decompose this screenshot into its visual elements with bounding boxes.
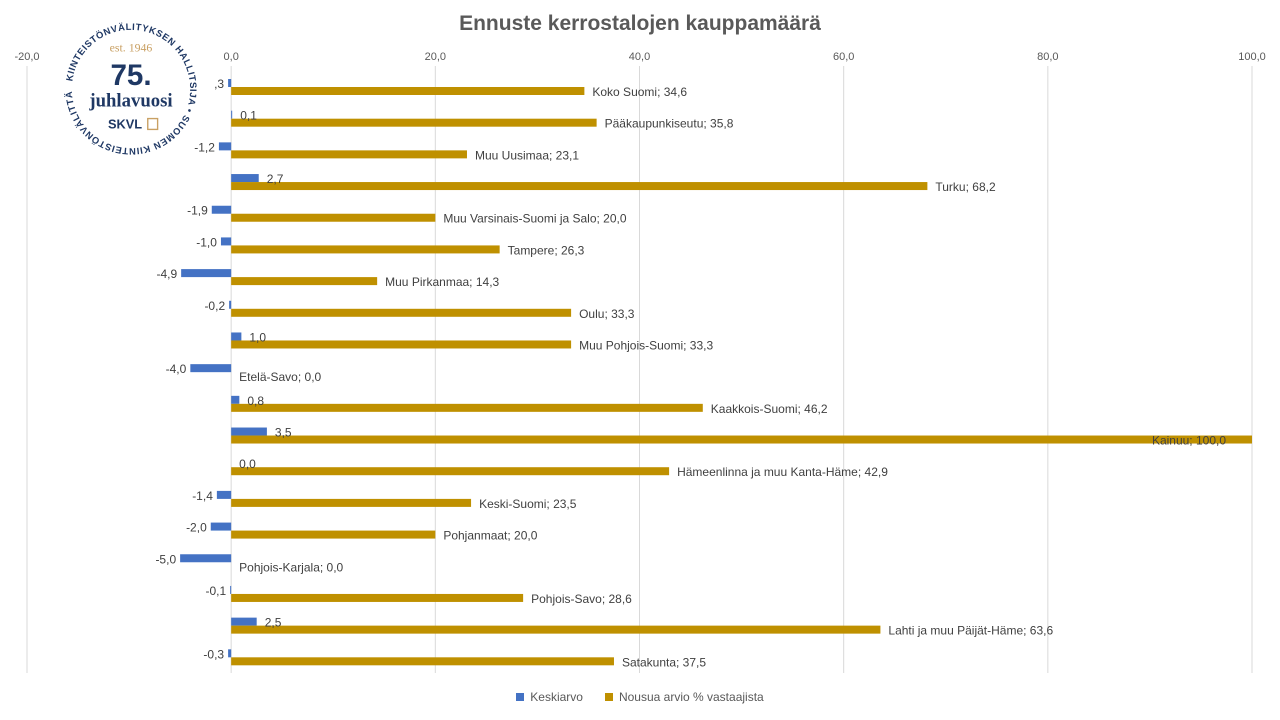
data-label-keskiarvo: 1,0: [249, 330, 266, 344]
data-label-nousua-arvio: Satakunta; 37,5: [622, 655, 706, 669]
bar-nousua-arvio: [231, 435, 1252, 444]
bar-keskiarvo: [210, 522, 232, 531]
bar-nousua-arvio: [231, 340, 572, 349]
legend-swatch: [604, 693, 613, 701]
bar-nousua-arvio: [231, 213, 436, 222]
bar-keskiarvo: [228, 649, 232, 658]
data-label-nousua-arvio: Muu Pohjois-Suomi; 33,3: [579, 338, 713, 352]
data-label-nousua-arvio: Tampere; 26,3: [508, 243, 585, 257]
x-tick-label: 100,0: [1238, 51, 1266, 63]
data-label-nousua-arvio: Hämeenlinna ja muu Kanta-Häme; 42,9: [677, 465, 888, 479]
bar-nousua-arvio: [231, 593, 524, 602]
bar-keskiarvo: [218, 142, 232, 151]
legend-swatch: [516, 693, 525, 701]
data-label-keskiarvo: 0,0: [239, 457, 256, 471]
x-tick-label: 40,0: [629, 51, 650, 63]
legend-label: Keskiarvo: [530, 690, 583, 704]
bar-nousua-arvio: [231, 403, 703, 412]
svg-text:SKVL: SKVL: [108, 116, 142, 131]
bar-nousua-arvio: [231, 498, 472, 507]
data-label-nousua-arvio: Kainuu; 100,0: [1152, 434, 1226, 448]
x-tick-label: 20,0: [425, 51, 446, 63]
data-label-nousua-arvio: Pääkaupunkiseutu; 35,8: [605, 117, 734, 131]
data-label-keskiarvo: 0,1: [240, 109, 257, 123]
bar-nousua-arvio: [231, 530, 436, 539]
data-label-nousua-arvio: Pohjois-Savo; 28,6: [531, 592, 632, 606]
bar-nousua-arvio: [231, 150, 467, 159]
bar-keskiarvo: [220, 237, 232, 246]
data-label-keskiarvo: -0,2: [204, 299, 225, 313]
bar-keskiarvo: [231, 174, 259, 183]
bar-keskiarvo: [181, 269, 232, 278]
data-label-nousua-arvio: Kaakkois-Suomi; 46,2: [711, 402, 828, 416]
svg-text:juhlavuosi: juhlavuosi: [88, 91, 172, 112]
x-axis-ticks: -20,0 0,0 20,0 40,0 60,0 80,0 100,0: [14, 51, 1265, 63]
bar-keskiarvo: [190, 364, 232, 373]
x-tick-label: 60,0: [833, 51, 854, 63]
data-label-nousua-arvio: Lahti ja muu Päijät-Häme; 63,6: [888, 624, 1053, 638]
data-label-keskiarvo: 0,8: [247, 394, 264, 408]
data-label-keskiarvo: -0,1: [205, 584, 226, 598]
bar-nousua-arvio: [231, 182, 928, 191]
bar-keskiarvo: [231, 427, 267, 436]
bar-nousua-arvio: [231, 87, 585, 95]
gridlines: [26, 66, 1253, 673]
data-label-nousua-arvio: Keski-Suomi; 23,5: [479, 497, 577, 511]
bar-keskiarvo: [229, 300, 232, 309]
data-label-nousua-arvio: Muu Varsinais-Suomi ja Salo; 20,0: [443, 212, 627, 226]
bar-nousua-arvio: [231, 467, 670, 476]
data-label-keskiarvo: 2,7: [267, 172, 284, 186]
data-label-keskiarvo: -1,9: [187, 204, 208, 218]
bar-keskiarvo: [180, 554, 232, 563]
data-label-keskiarvo: -4,0: [166, 362, 187, 376]
bar-keskiarvo: [231, 617, 257, 626]
bar-nousua-arvio: [231, 245, 500, 254]
data-label-nousua-arvio: Etelä-Savo; 0,0: [239, 370, 321, 384]
bar-keskiarvo: [216, 490, 232, 499]
data-label-keskiarvo: -5,0: [155, 552, 176, 566]
legend-label: Nousua arvio % vastaajista: [618, 690, 764, 704]
bar-keskiarvo: [231, 110, 233, 119]
data-label-keskiarvo: -0,3: [203, 647, 224, 661]
bar-nousua-arvio: [231, 657, 614, 666]
legend-item-keskiarvo: Keskiarvo: [516, 690, 583, 704]
bars: [180, 79, 1252, 666]
bar-keskiarvo: [231, 395, 240, 404]
bar-nousua-arvio: [231, 625, 881, 634]
x-tick-label: 80,0: [1037, 51, 1058, 63]
data-label-keskiarvo: 2,5: [265, 616, 282, 630]
svg-text:est. 1946: est. 1946: [110, 41, 153, 55]
bar-nousua-arvio: [231, 118, 597, 127]
svg-text:75.: 75.: [110, 59, 151, 92]
data-label-nousua-arvio: Turku; 68,2: [935, 180, 996, 194]
data-label-keskiarvo: -4,9: [156, 267, 177, 281]
data-label-nousua-arvio: Pohjanmaat; 20,0: [443, 529, 537, 543]
bar-keskiarvo: [228, 79, 232, 87]
data-label-keskiarvo: 3,5: [275, 426, 292, 440]
chart-legend: Keskiarvo Nousua arvio % vastaajista: [0, 690, 1280, 704]
data-label-nousua-arvio: Koko Suomi; 34,6: [592, 85, 687, 99]
chart-title: Ennuste kerrostalojen kauppamäärä: [459, 12, 821, 35]
legend-item-nousua: Nousua arvio % vastaajista: [604, 690, 764, 704]
bar-keskiarvo: [211, 205, 232, 214]
bar-nousua-arvio: [231, 308, 572, 317]
data-label-nousua-arvio: Oulu; 33,3: [579, 307, 635, 321]
skvl-75-anniversary-logo: KIINTEISTÖNVÄLITYKSEN HALLITSIJA • SUOME…: [62, 20, 199, 156]
bar-keskiarvo: [230, 585, 232, 594]
data-label-keskiarvo: -1,4: [192, 489, 213, 503]
data-label-keskiarvo: -2,0: [186, 521, 207, 535]
bar-nousua-arvio: [231, 277, 378, 286]
data-label-keskiarvo: ,3: [214, 77, 224, 91]
data-label-nousua-arvio: Muu Pirkanmaa; 14,3: [385, 275, 499, 289]
data-labels: ,3 Koko Suomi; 34,6 0,1 Pääkaupunkiseutu; 3…: [155, 77, 1226, 669]
x-tick-label: -20,0: [14, 51, 39, 63]
bar-keskiarvo: [231, 332, 242, 341]
data-label-keskiarvo: -1,0: [196, 235, 217, 249]
data-label-keskiarvo: -1,2: [194, 140, 215, 154]
x-tick-label: 0,0: [224, 51, 239, 63]
data-label-nousua-arvio: Pohjois-Karjala; 0,0: [239, 560, 343, 574]
data-label-nousua-arvio: Muu Uusimaa; 23,1: [475, 148, 579, 162]
